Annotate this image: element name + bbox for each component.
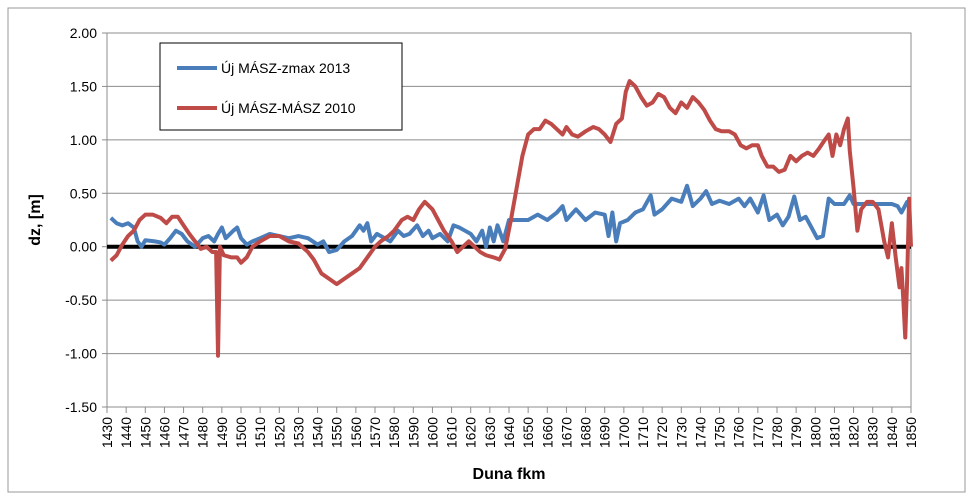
y-axis-label: dz, [m] xyxy=(27,194,44,246)
chart-frame xyxy=(7,7,966,493)
x-tick-label: 1710 xyxy=(635,417,651,448)
x-tick-label: 1840 xyxy=(884,417,900,448)
x-tick-label: 1820 xyxy=(846,417,862,448)
x-tick-label: 1750 xyxy=(712,417,728,448)
x-axis-label: Duna fkm xyxy=(473,466,546,483)
y-tick-label: 2.00 xyxy=(70,25,97,41)
y-tick-label: -1.50 xyxy=(65,399,97,415)
x-tick-label: 1740 xyxy=(692,417,708,448)
series-line xyxy=(109,183,911,255)
x-tick-label: 1810 xyxy=(826,417,842,448)
x-tick-label: 1500 xyxy=(233,417,249,448)
x-tick-label: 1440 xyxy=(118,417,134,448)
x-tick-label: 1630 xyxy=(482,417,498,448)
x-tick-label: 1550 xyxy=(329,417,345,448)
x-tick-label: 1430 xyxy=(99,417,115,448)
x-tick-label: 1730 xyxy=(673,417,689,448)
x-tick-label: 1700 xyxy=(616,417,632,448)
y-tick-label: 1.50 xyxy=(70,78,97,94)
x-tick-label: 1690 xyxy=(597,417,613,448)
x-tick-label: 1480 xyxy=(195,417,211,448)
x-tick-label: 1650 xyxy=(520,417,536,448)
x-tick-label: 1530 xyxy=(290,417,306,448)
x-tick-label: 1470 xyxy=(176,417,192,448)
x-tick-label: 1640 xyxy=(501,417,517,448)
x-tick-label: 1720 xyxy=(654,417,670,448)
x-tick-label: 1670 xyxy=(558,417,574,448)
x-tick-label: 1620 xyxy=(463,417,479,448)
x-tick-label: 1660 xyxy=(539,417,555,448)
y-tick-label: -1.00 xyxy=(65,346,97,362)
y-tick-label: 0.50 xyxy=(70,185,97,201)
x-tick-label: 1600 xyxy=(424,417,440,448)
x-tick-label: 1490 xyxy=(214,417,230,448)
y-tick-label: 0.00 xyxy=(70,239,97,255)
x-tick-label: 1760 xyxy=(731,417,747,448)
x-tick-label: 1570 xyxy=(367,417,383,448)
y-tick-label: -0.50 xyxy=(65,292,97,308)
x-tick-label: 1770 xyxy=(750,417,766,448)
x-tick-label: 1460 xyxy=(156,417,172,448)
x-tick-label: 1610 xyxy=(444,417,460,448)
series-line xyxy=(109,79,913,358)
legend-label: Új MÁSZ-zmax 2013 xyxy=(221,60,350,76)
x-tick-label: 1850 xyxy=(903,417,919,448)
x-tick-label: 1780 xyxy=(769,417,785,448)
x-tick-label: 1580 xyxy=(386,417,402,448)
y-tick-label: 1.00 xyxy=(70,132,97,148)
legend-label: Új MÁSZ-MÁSZ 2010 xyxy=(221,100,356,116)
x-tick-label: 1560 xyxy=(348,417,364,448)
x-tick-label: 1520 xyxy=(271,417,287,448)
x-tick-label: 1510 xyxy=(252,417,268,448)
x-tick-label: 1680 xyxy=(578,417,594,448)
legend-box xyxy=(159,42,403,131)
x-tick-label: 1790 xyxy=(788,417,804,448)
x-tick-label: 1540 xyxy=(310,417,326,448)
x-tick-label: 1450 xyxy=(137,417,153,448)
x-tick-label: 1590 xyxy=(405,417,421,448)
x-tick-label: 1830 xyxy=(865,417,881,448)
x-tick-label: 1800 xyxy=(807,417,823,448)
